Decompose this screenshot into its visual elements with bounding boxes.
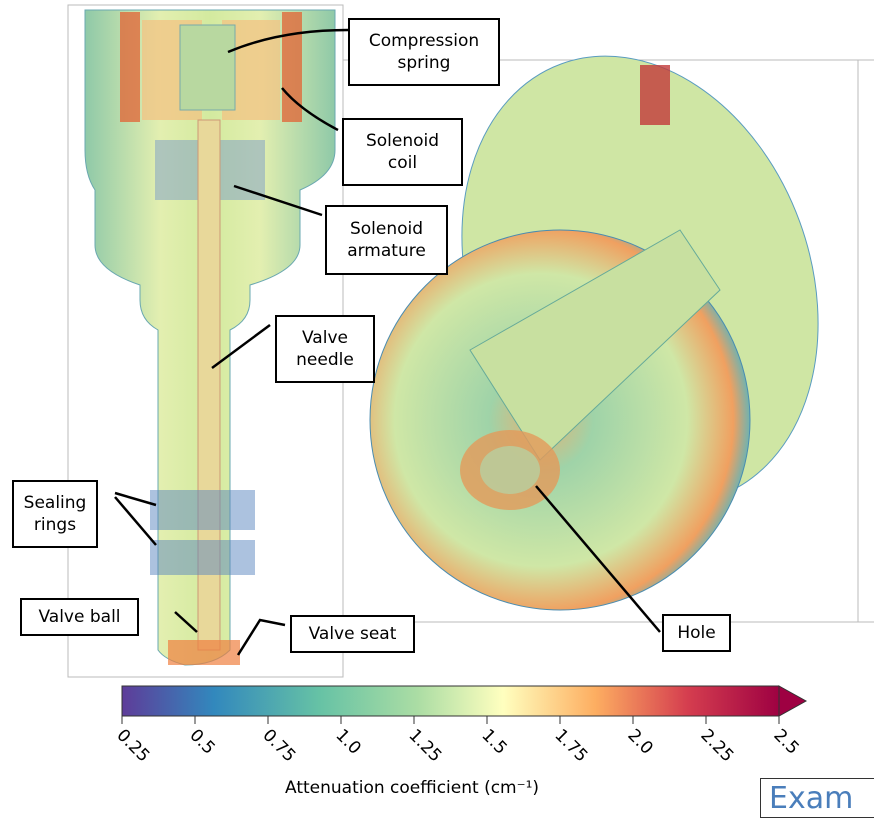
colorbar-tick-label: 2.0 [623,725,656,758]
label-box: Solenoid armature [325,205,448,275]
corner-text: Exam [760,778,874,818]
injector-3d [370,6,874,610]
page: 0.25 0.5 0.75 1.0 1.25 1.5 1.75 2.0 2.25 2.5 Comp… [0,0,874,806]
colorbar-tick-label: 2.5 [769,725,802,758]
colorbar-tick-label: 1.5 [477,725,510,758]
colorbar: 0.25 0.5 0.75 1.0 1.25 1.5 1.75 2.0 2.25 2.5 [112,686,806,766]
colorbar-tick-label: 0.5 [185,725,218,758]
colorbar-tick-label: 0.75 [258,725,299,766]
label-box: Compression spring [348,18,500,86]
colorbar-scale [122,686,779,716]
colorbar-extend [779,686,806,716]
colorbar-tick-label: 0.25 [112,725,153,766]
colorbar-tick-label: 1.25 [404,725,445,766]
label-box: Sealing rings [12,480,98,548]
label-box: Valve ball [20,598,139,636]
label-box: Valve needle [275,315,375,383]
colorbar-label: Attenuation coefficient (cm⁻¹) [285,778,539,798]
colorbar-tick-label: 1.75 [550,725,591,766]
colorbar-tick-label: 2.25 [696,725,737,766]
label-box: Hole [662,614,731,652]
label-box: Solenoid coil [342,118,463,186]
label-box: Valve seat [290,615,415,653]
colorbar-tick-label: 1.0 [331,725,364,758]
